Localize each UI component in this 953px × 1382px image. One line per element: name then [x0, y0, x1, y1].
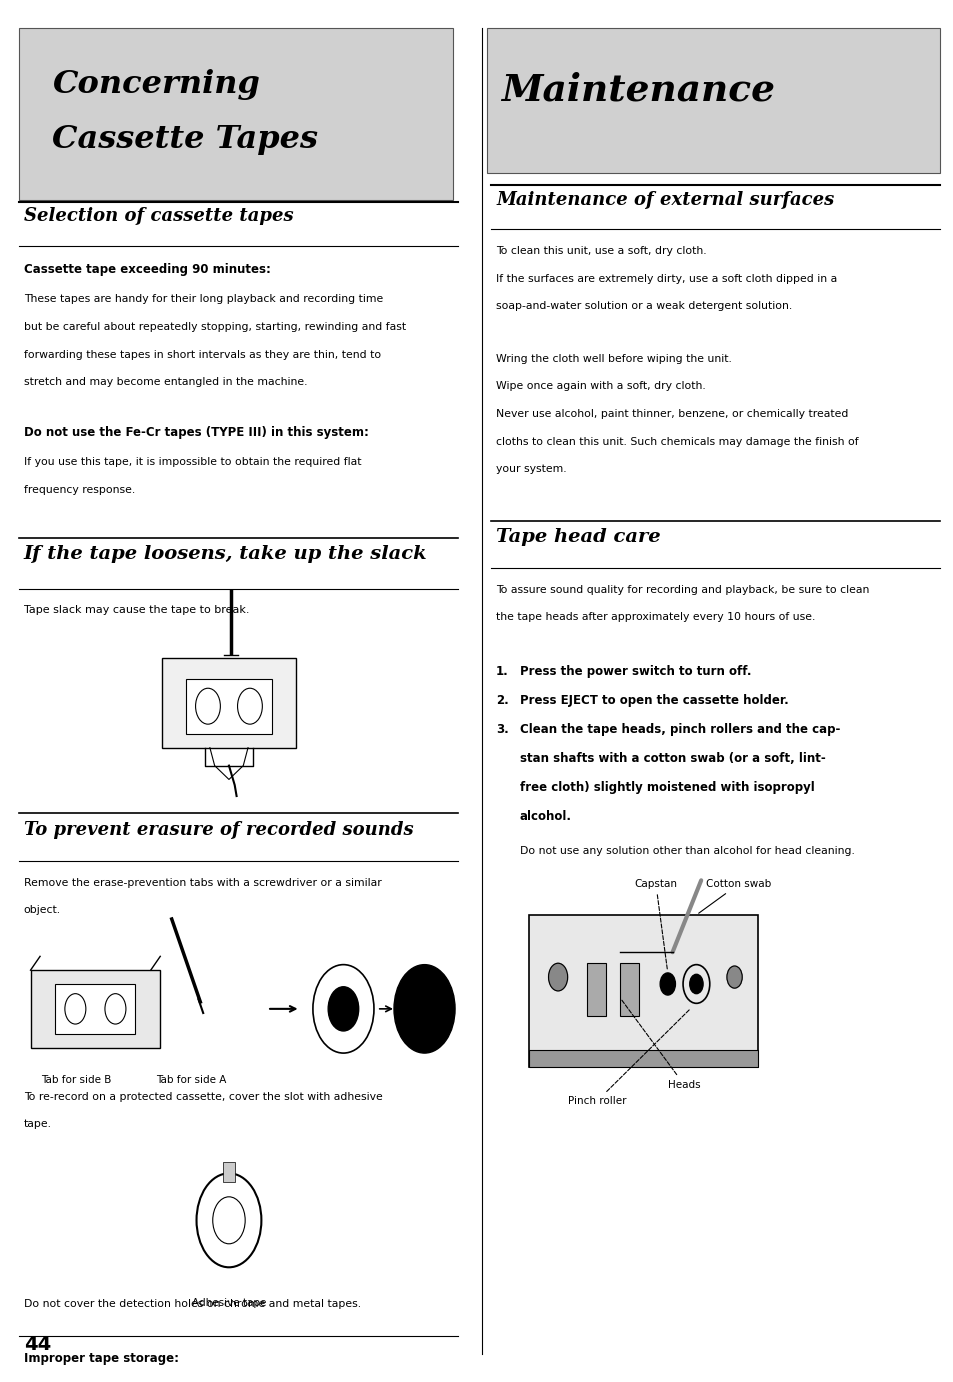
Text: To assure sound quality for recording and playback, be sure to clean: To assure sound quality for recording an… — [496, 585, 868, 594]
FancyBboxPatch shape — [486, 28, 939, 173]
Text: Do not use any solution other than alcohol for head cleaning.: Do not use any solution other than alcoh… — [519, 846, 854, 855]
Text: 2.: 2. — [496, 694, 508, 706]
Text: but be careful about repeatedly stopping, starting, rewinding and fast: but be careful about repeatedly stopping… — [24, 322, 406, 332]
Text: object.: object. — [24, 905, 61, 915]
Text: Do not cover the detection holes on chrome and metal tapes.: Do not cover the detection holes on chro… — [24, 1299, 360, 1309]
Text: your system.: your system. — [496, 464, 566, 474]
Circle shape — [689, 974, 702, 994]
Text: To re-record on a protected cassette, cover the slot with adhesive: To re-record on a protected cassette, co… — [24, 1092, 382, 1101]
Text: If the tape loosens, take up the slack: If the tape loosens, take up the slack — [24, 545, 427, 562]
Circle shape — [659, 973, 675, 995]
Text: cloths to clean this unit. Such chemicals may damage the finish of: cloths to clean this unit. Such chemical… — [496, 437, 858, 446]
Text: stan shafts with a cotton swab (or a soft, lint-: stan shafts with a cotton swab (or a sof… — [519, 752, 824, 764]
Bar — [162, 658, 295, 748]
Text: Cassette tape exceeding 90 minutes:: Cassette tape exceeding 90 minutes: — [24, 263, 271, 275]
Text: Never use alcohol, paint thinner, benzene, or chemically treated: Never use alcohol, paint thinner, benzen… — [496, 409, 847, 419]
Bar — [529, 915, 758, 1067]
Text: Capstan: Capstan — [634, 879, 677, 970]
Text: Tab for side A: Tab for side A — [155, 1075, 226, 1085]
Text: Tab for side B: Tab for side B — [41, 1075, 112, 1085]
Text: These tapes are handy for their long playback and recording time: These tapes are handy for their long pla… — [24, 294, 383, 304]
FancyBboxPatch shape — [19, 28, 453, 200]
Text: Pinch roller: Pinch roller — [567, 1009, 689, 1106]
Text: Selection of cassette tapes: Selection of cassette tapes — [24, 207, 294, 225]
Text: Tape slack may cause the tape to break.: Tape slack may cause the tape to break. — [24, 605, 249, 615]
Bar — [186, 679, 272, 734]
Text: Concerning: Concerning — [52, 69, 260, 100]
Circle shape — [726, 966, 741, 988]
Text: soap-and-water solution or a weak detergent solution.: soap-and-water solution or a weak deterg… — [496, 301, 792, 311]
Text: Press the power switch to turn off.: Press the power switch to turn off. — [519, 665, 751, 677]
Text: Press EJECT to open the cassette holder.: Press EJECT to open the cassette holder. — [519, 694, 788, 706]
Text: 1.: 1. — [496, 665, 508, 677]
Text: If the surfaces are extremely dirty, use a soft cloth dipped in a: If the surfaces are extremely dirty, use… — [496, 274, 837, 283]
Bar — [30, 970, 160, 1048]
Bar — [619, 963, 639, 1016]
Text: Improper tape storage:: Improper tape storage: — [24, 1352, 178, 1364]
Text: To prevent erasure of recorded sounds: To prevent erasure of recorded sounds — [24, 821, 413, 839]
Bar — [55, 984, 135, 1034]
Text: frequency response.: frequency response. — [24, 485, 135, 495]
Text: Maintenance of external surfaces: Maintenance of external surfaces — [496, 191, 834, 209]
Text: Adhesive tape: Adhesive tape — [192, 1298, 266, 1307]
Text: Remove the erase-prevention tabs with a screwdriver or a similar: Remove the erase-prevention tabs with a … — [24, 878, 381, 887]
Text: Cassette Tapes: Cassette Tapes — [52, 124, 318, 155]
Circle shape — [328, 987, 358, 1031]
Circle shape — [548, 963, 567, 991]
Circle shape — [394, 965, 455, 1053]
Text: If you use this tape, it is impossible to obtain the required flat: If you use this tape, it is impossible t… — [24, 457, 361, 467]
Text: 44: 44 — [24, 1335, 51, 1354]
Text: free cloth) slightly moistened with isopropyl: free cloth) slightly moistened with isop… — [519, 781, 814, 793]
Text: 3.: 3. — [496, 723, 508, 735]
Text: Do not use the Fe-Cr tapes (TYPE III) in this system:: Do not use the Fe-Cr tapes (TYPE III) in… — [24, 426, 369, 438]
Text: To clean this unit, use a soft, dry cloth.: To clean this unit, use a soft, dry clot… — [496, 246, 706, 256]
Text: stretch and may become entangled in the machine.: stretch and may become entangled in the … — [24, 377, 307, 387]
Text: Cotton swab: Cotton swab — [698, 879, 770, 914]
Bar — [586, 963, 605, 1016]
Text: Wipe once again with a soft, dry cloth.: Wipe once again with a soft, dry cloth. — [496, 381, 705, 391]
Bar — [529, 1050, 758, 1067]
Text: Wring the cloth well before wiping the unit.: Wring the cloth well before wiping the u… — [496, 354, 731, 363]
Text: tape.: tape. — [24, 1119, 51, 1129]
Text: alcohol.: alcohol. — [519, 810, 572, 822]
Text: forwarding these tapes in short intervals as they are thin, tend to: forwarding these tapes in short interval… — [24, 350, 380, 359]
Text: Tape head care: Tape head care — [496, 528, 660, 546]
Text: the tape heads after approximately every 10 hours of use.: the tape heads after approximately every… — [496, 612, 815, 622]
Text: Clean the tape heads, pinch rollers and the cap-: Clean the tape heads, pinch rollers and … — [519, 723, 840, 735]
Text: Maintenance: Maintenance — [500, 72, 774, 109]
Text: Heads: Heads — [621, 1001, 700, 1089]
Bar — [223, 1162, 234, 1182]
